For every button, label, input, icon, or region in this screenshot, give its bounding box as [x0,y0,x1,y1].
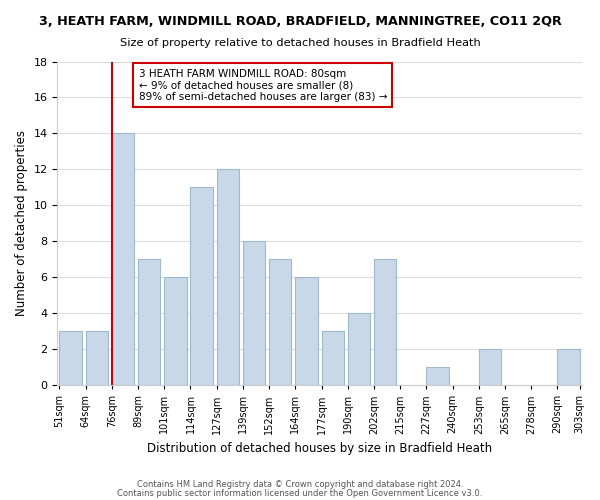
Bar [269,260,292,385]
Text: Contains public sector information licensed under the Open Government Licence v3: Contains public sector information licen… [118,488,482,498]
Bar [217,170,239,385]
Bar [138,260,160,385]
Bar [479,349,501,385]
Bar [190,188,213,385]
Bar [322,331,344,385]
X-axis label: Distribution of detached houses by size in Bradfield Heath: Distribution of detached houses by size … [147,442,492,455]
Text: 3 HEATH FARM WINDMILL ROAD: 80sqm
← 9% of detached houses are smaller (8)
89% of: 3 HEATH FARM WINDMILL ROAD: 80sqm ← 9% o… [139,68,387,102]
Bar [112,134,134,385]
Bar [348,313,370,385]
Bar [243,242,265,385]
Bar [164,278,187,385]
Text: Contains HM Land Registry data © Crown copyright and database right 2024.: Contains HM Land Registry data © Crown c… [137,480,463,489]
Bar [295,278,317,385]
Y-axis label: Number of detached properties: Number of detached properties [15,130,28,316]
Text: 3, HEATH FARM, WINDMILL ROAD, BRADFIELD, MANNINGTREE, CO11 2QR: 3, HEATH FARM, WINDMILL ROAD, BRADFIELD,… [38,15,562,28]
Text: Size of property relative to detached houses in Bradfield Heath: Size of property relative to detached ho… [119,38,481,48]
Bar [557,349,580,385]
Bar [427,367,449,385]
Bar [374,260,396,385]
Bar [59,331,82,385]
Bar [86,331,108,385]
